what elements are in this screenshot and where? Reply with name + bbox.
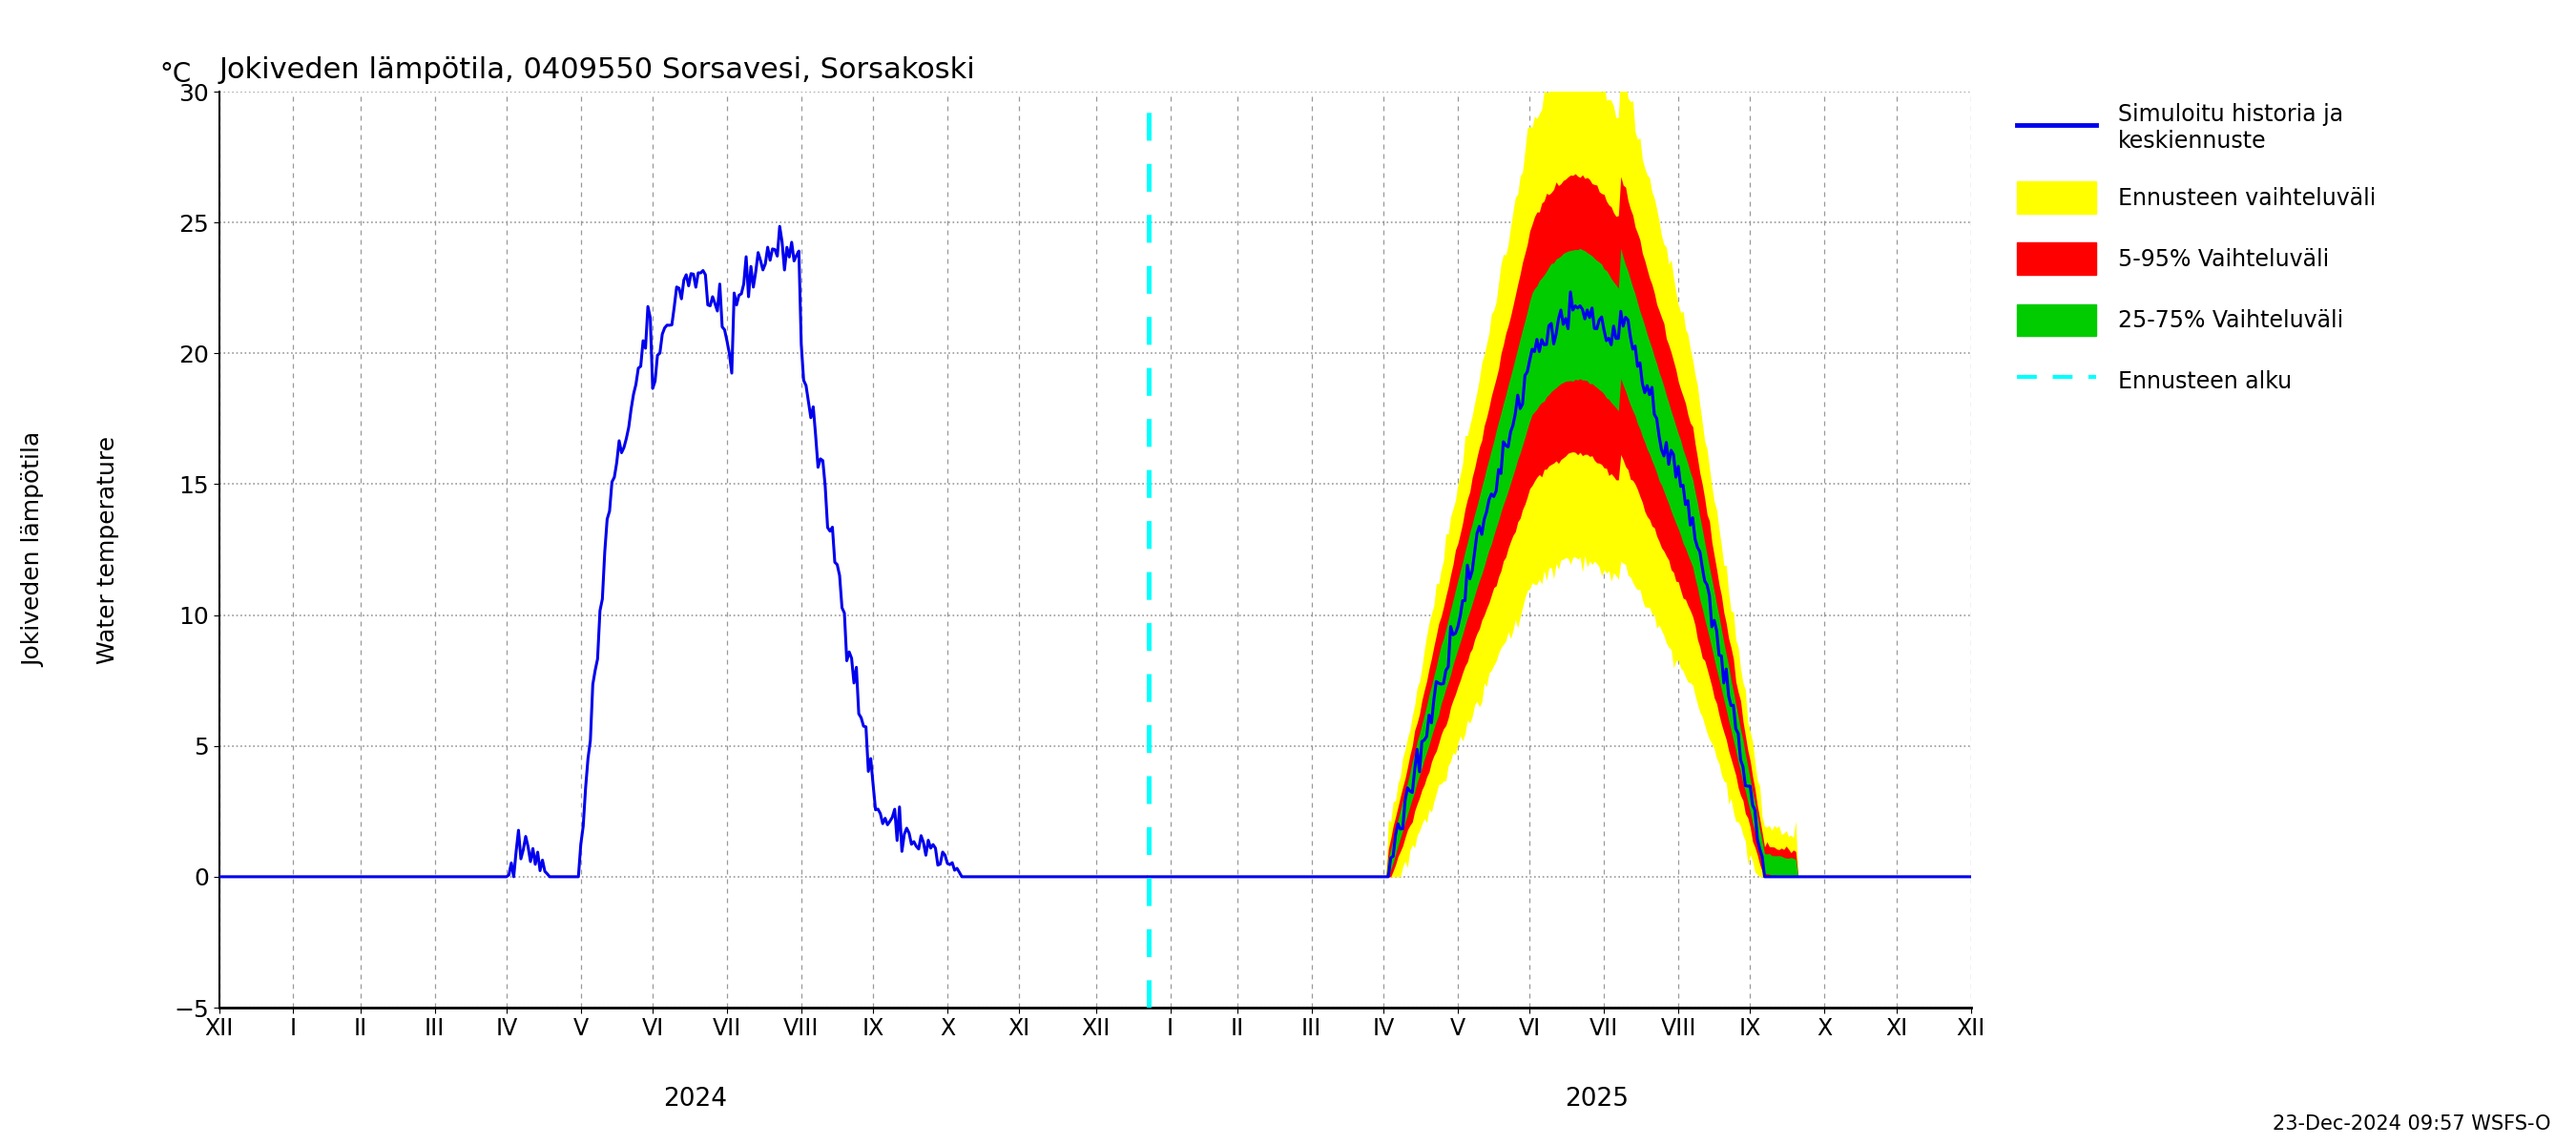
Text: Jokiveden lämpötila: Jokiveden lämpötila [23, 432, 44, 668]
Text: 23-Dec-2024 09:57 WSFS-O: 23-Dec-2024 09:57 WSFS-O [2272, 1114, 2550, 1134]
Legend: Simuloitu historia ja
keskiennuste, Ennusteen vaihteluväli, 5-95% Vaihteluväli, : Simuloitu historia ja keskiennuste, Ennu… [2017, 103, 2375, 397]
Text: Water temperature: Water temperature [98, 435, 118, 664]
Text: °C: °C [160, 61, 191, 88]
Text: 2024: 2024 [665, 1087, 726, 1112]
Text: 2025: 2025 [1566, 1087, 1628, 1112]
Text: Jokiveden lämpötila, 0409550 Sorsavesi, Sorsakoski: Jokiveden lämpötila, 0409550 Sorsavesi, … [219, 56, 976, 84]
